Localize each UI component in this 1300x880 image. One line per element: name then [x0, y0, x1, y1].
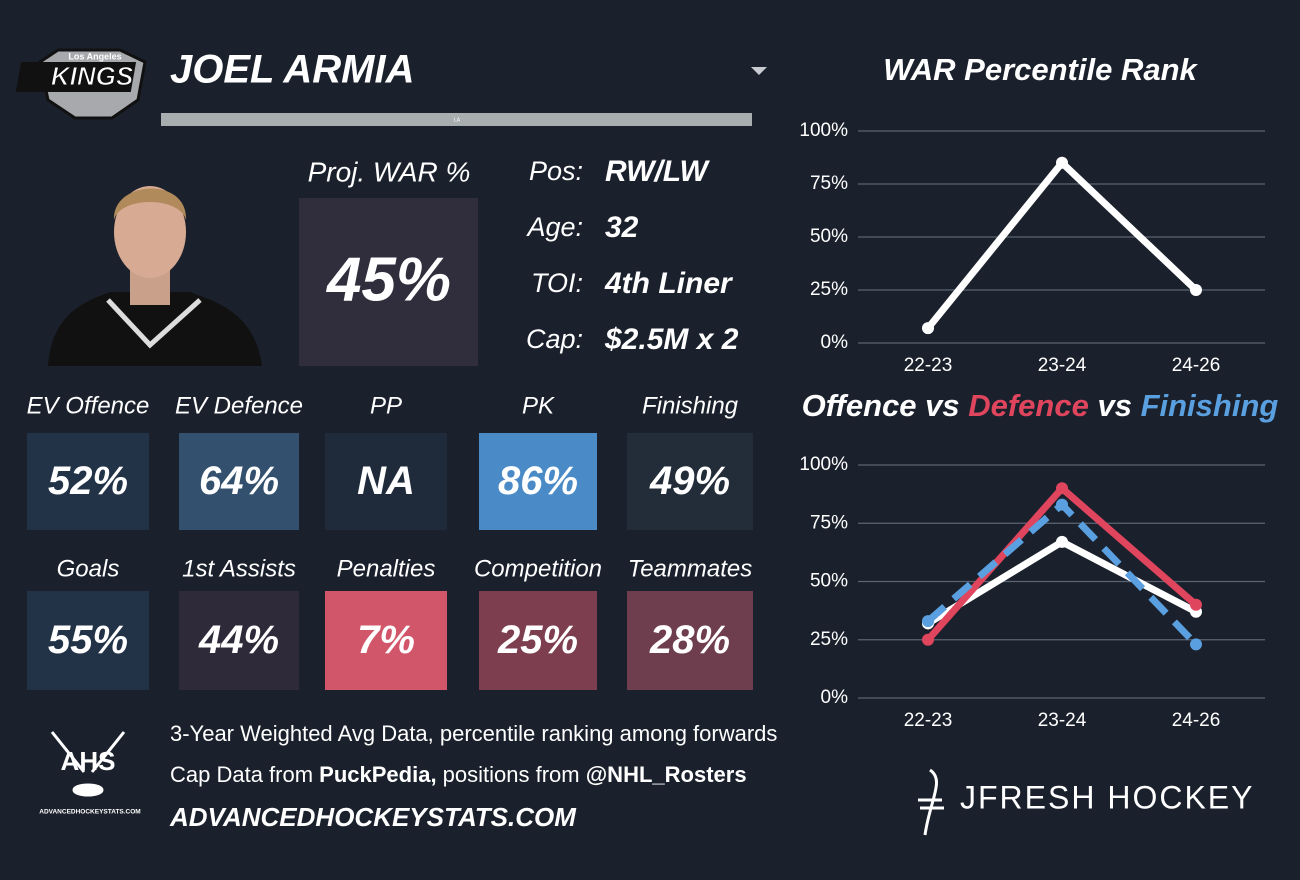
tile-box: [27, 591, 149, 690]
footer-segment: PuckPedia,: [319, 762, 436, 787]
tile-label: Competition: [474, 555, 602, 582]
player-photo: [48, 186, 262, 366]
info-value: RW/LW: [605, 155, 710, 188]
point: [1056, 482, 1068, 495]
tile-label: PK: [522, 392, 555, 419]
tile-value: 86%: [498, 459, 578, 503]
tile-box: [27, 433, 149, 530]
tile-label: Finishing: [642, 392, 739, 419]
info-value: $2.5M x 2: [604, 323, 739, 356]
footer-segment: Cap Data from: [170, 762, 319, 787]
y-tick-label: 100%: [799, 120, 848, 141]
title-joiner: vs: [1089, 388, 1141, 423]
point: [1190, 598, 1202, 611]
y-tick-label: 0%: [821, 332, 849, 353]
chart-title: Offence vs Defence vs Finishing: [802, 388, 1279, 423]
x-tick-label: 23-24: [1038, 710, 1087, 731]
tile-box: [179, 433, 299, 530]
footer-line2: Cap Data from PuckPedia, positions from …: [170, 762, 747, 787]
title-joiner: vs: [917, 388, 969, 423]
point: [1056, 535, 1068, 548]
logo-main: KINGS: [51, 61, 134, 91]
legend-entry: Finishing: [1141, 388, 1279, 423]
tile-box: [479, 591, 597, 690]
x-tick-label: 24-26: [1172, 355, 1221, 376]
legend-entry: Defence: [968, 388, 1089, 423]
tile-label: Goals: [57, 555, 120, 582]
name-bar: [161, 113, 752, 126]
tile-value: 64%: [199, 459, 279, 503]
info-label: Pos:: [529, 156, 583, 186]
tile-box: [627, 433, 753, 530]
tile-label: EV Defence: [175, 392, 303, 419]
info-label: Age:: [525, 212, 583, 242]
tile-value: NA: [357, 459, 415, 503]
jfresh-logo: [918, 768, 944, 836]
footer-line1: 3-Year Weighted Avg Data, percentile ran…: [170, 721, 777, 746]
info-label: TOI:: [531, 268, 583, 298]
tile-value: 55%: [48, 618, 128, 662]
tile-label: PP: [370, 392, 402, 419]
x-tick-label: 23-24: [1038, 355, 1087, 376]
point: [922, 322, 934, 335]
y-tick-label: 50%: [810, 226, 848, 247]
point: [1190, 284, 1202, 296]
footer-segment: @NHL_Rosters: [586, 762, 747, 787]
info-value: 32: [605, 211, 639, 244]
y-tick-label: 75%: [810, 173, 848, 194]
proj-war-box: [299, 198, 478, 366]
tile-value: 28%: [649, 618, 730, 662]
logo-top: Los Angeles: [68, 51, 121, 61]
brand: JFRESH HOCKEY: [960, 779, 1254, 815]
tile-box: [179, 591, 299, 690]
tile-value: 52%: [48, 459, 128, 503]
player-name: JOEL ARMIA: [170, 48, 414, 92]
tile-value: 49%: [649, 459, 730, 503]
tile-label: EV Offence: [27, 392, 150, 419]
tile-value: 44%: [198, 618, 279, 662]
tile-label: Penalties: [337, 555, 436, 582]
y-tick-label: 50%: [810, 571, 848, 592]
tile-value: 7%: [357, 618, 415, 662]
proj-war-label: Proj. WAR %: [308, 156, 471, 187]
footer-site: ADVANCEDHOCKEYSTATS.COM: [169, 802, 577, 832]
tile-box: [325, 591, 447, 690]
y-tick-label: 75%: [810, 512, 848, 533]
point: [1056, 156, 1068, 169]
y-tick-label: 0%: [821, 687, 849, 708]
tile-box: [627, 591, 753, 690]
tile-value: 25%: [497, 618, 578, 662]
ahs-site: ADVANCEDHOCKEYSTATS.COM: [39, 809, 140, 816]
x-tick-label: 24-26: [1172, 710, 1221, 731]
tile-box: [325, 433, 447, 530]
y-tick-label: 25%: [810, 629, 848, 650]
dropdown[interactable]: [751, 67, 767, 75]
legend-entry: Offence: [802, 388, 917, 423]
footer-segment: positions from: [437, 762, 586, 787]
point: [922, 633, 934, 646]
tile-box: [479, 433, 597, 530]
ahs-logo: [50, 731, 126, 797]
info-label: Cap:: [526, 324, 583, 354]
chart-title: WAR Percentile Rank: [883, 52, 1198, 87]
x-tick-label: 22-23: [904, 710, 953, 731]
tile-label: 1st Assists: [182, 555, 296, 582]
y-tick-label: 25%: [810, 279, 848, 300]
tile-label: Teammates: [628, 555, 753, 582]
point: [922, 615, 934, 628]
proj-war-value: 45%: [325, 245, 451, 314]
bar-text: LA: [454, 117, 461, 123]
y-tick-label: 100%: [799, 454, 848, 475]
info-value: 4th Liner: [604, 267, 734, 300]
x-tick-label: 22-23: [904, 355, 953, 376]
team-logo: [15, 48, 147, 120]
ahs-logo-text: AHS: [61, 746, 116, 776]
point: [1190, 638, 1202, 651]
point: [1056, 498, 1068, 511]
